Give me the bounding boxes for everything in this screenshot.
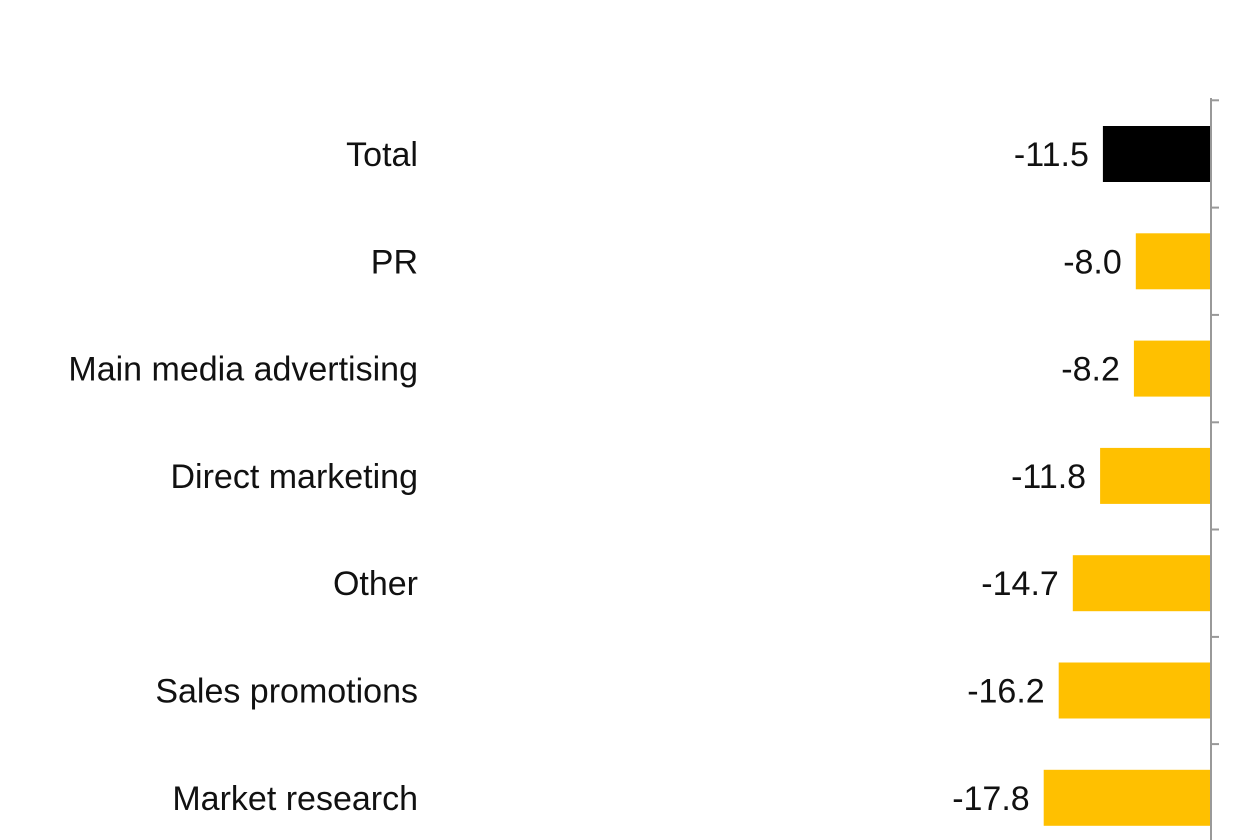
value-labels-group: -11.5 -8.0 -8.2 -11.8 -14.7 -16.2 -17.8	[952, 136, 1122, 818]
bar-total	[1102, 126, 1211, 182]
bar-sales-promotions	[1058, 662, 1211, 719]
value-label-market-research: -17.8	[952, 780, 1030, 818]
category-label-pr: PR	[371, 243, 418, 281]
category-label-main-media-advertising: Main media advertising	[68, 351, 418, 389]
bar-other	[1072, 555, 1211, 612]
value-label-pr: -8.0	[1063, 243, 1122, 281]
value-label-total: -11.5	[1014, 136, 1089, 174]
bars-group	[1043, 126, 1211, 826]
category-label-direct-marketing: Direct marketing	[170, 458, 418, 496]
value-label-other: -14.7	[981, 565, 1059, 603]
value-label-main-media-advertising: -8.2	[1061, 351, 1120, 389]
value-axis	[1210, 98, 1219, 840]
category-label-other: Other	[333, 565, 418, 603]
bar-direct-marketing	[1100, 447, 1211, 504]
category-labels-group: Total PR Main media advertising Direct mark…	[68, 136, 418, 818]
category-label-sales-promotions: Sales promotions	[155, 673, 418, 711]
bar-pr	[1135, 233, 1211, 290]
bar-main-media-advertising	[1133, 340, 1211, 397]
value-label-direct-marketing: -11.8	[1011, 458, 1086, 496]
category-label-total: Total	[346, 136, 418, 174]
category-label-market-research: Market research	[172, 780, 418, 818]
value-label-sales-promotions: -16.2	[967, 673, 1045, 711]
bar-market-research	[1043, 769, 1211, 826]
